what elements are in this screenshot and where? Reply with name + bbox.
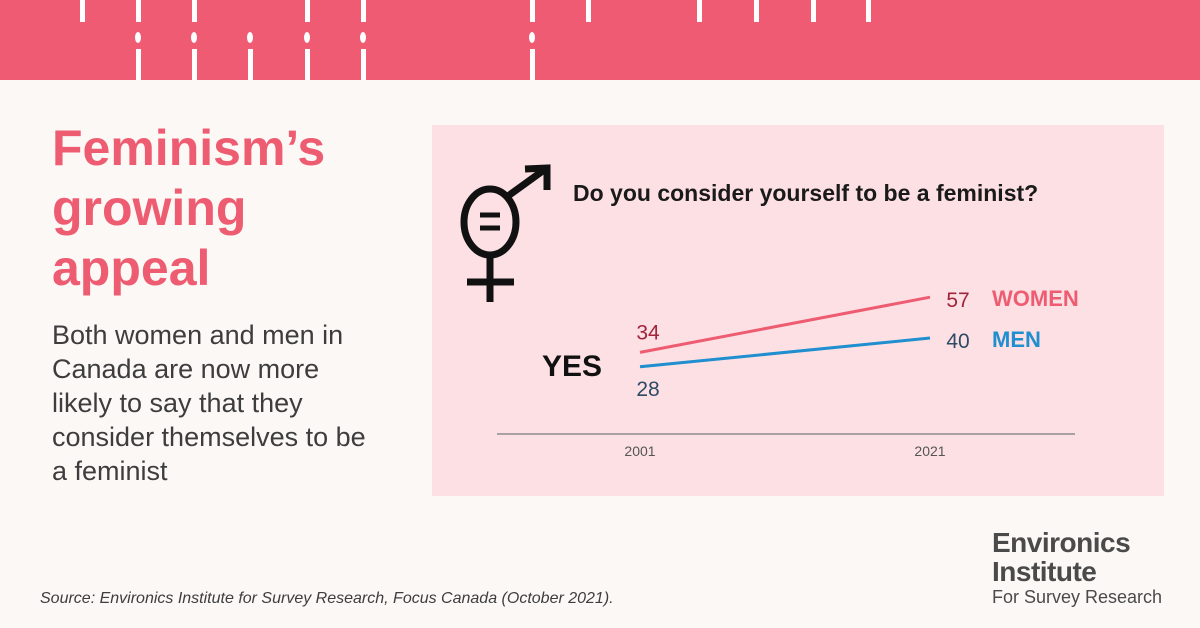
band-tick — [530, 0, 535, 22]
logo-line: Environics — [992, 527, 1131, 558]
series-line-women — [639, 295, 931, 354]
legend-label: MEN — [992, 327, 1041, 352]
band-dot — [191, 32, 197, 43]
band-tick — [192, 0, 197, 22]
band-tick — [754, 0, 759, 22]
band-tick — [192, 49, 197, 80]
band-tick — [80, 0, 85, 22]
chart-title: Do you consider yourself to be a feminis… — [573, 180, 1039, 206]
band-tick — [248, 49, 253, 80]
title-line: growing — [52, 180, 247, 236]
source-note: Source: Environics Institute for Survey … — [40, 590, 614, 607]
data-label: 57 — [946, 289, 969, 312]
legend-label: WOMEN — [992, 286, 1079, 311]
band-tick — [136, 0, 141, 22]
page-title: Feminism’s growing appeal — [52, 118, 325, 298]
band-tick — [811, 0, 816, 22]
band-dot — [304, 32, 310, 43]
band-tick — [305, 49, 310, 80]
environics-logo: Environics Institute For Survey Research — [992, 528, 1162, 608]
decorative-header-band — [0, 0, 1200, 80]
row-label: YES — [542, 350, 602, 383]
band-dot — [135, 32, 141, 43]
x-tick-label: 2001 — [624, 443, 655, 459]
band-tick — [361, 0, 366, 22]
band-tick — [305, 0, 310, 22]
data-label: 40 — [946, 330, 969, 353]
series-line-men — [639, 336, 931, 369]
logo-line: Institute — [992, 556, 1097, 587]
gender-equality-icon — [460, 164, 551, 302]
band-tick — [697, 0, 702, 22]
band-tick — [361, 49, 366, 80]
band-tick — [586, 0, 591, 22]
x-tick-label: 2021 — [914, 443, 945, 459]
logo-line: For Survey Research — [992, 587, 1163, 607]
title-line: appeal — [52, 240, 211, 296]
band-dot — [529, 32, 535, 43]
band-tick — [136, 49, 141, 80]
band-tick — [866, 0, 871, 22]
band-dot — [360, 32, 366, 43]
band-tick — [530, 49, 535, 80]
description: Both women and men in Canada are now mor… — [52, 320, 366, 486]
data-label: 28 — [636, 378, 659, 401]
title-line: Feminism’s — [52, 120, 326, 176]
data-label: 34 — [636, 321, 660, 344]
band-dot — [247, 32, 253, 43]
